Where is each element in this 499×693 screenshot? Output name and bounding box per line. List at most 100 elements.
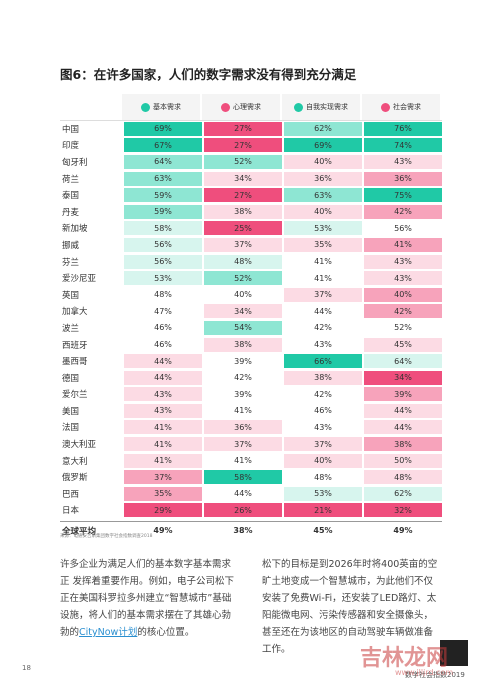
- table-row: 意大利 41% 41% 40% 50%: [60, 453, 442, 470]
- table-row: 荷兰 63% 34% 36% 36%: [60, 171, 442, 188]
- header-label: 心理需求: [233, 103, 261, 111]
- cell: 37%: [284, 437, 362, 452]
- cell: 36%: [364, 171, 442, 186]
- cell: 42%: [364, 304, 442, 319]
- table-row: 泰国 59% 27% 63% 75%: [60, 187, 442, 204]
- cell: 74%: [364, 138, 442, 153]
- icon: [381, 102, 390, 112]
- cell: 41%: [284, 254, 362, 269]
- link[interactable]: CityNow计划: [79, 627, 138, 638]
- cell: 44%: [284, 304, 362, 319]
- country: 荷兰: [62, 174, 80, 185]
- header-label: 社会需求: [393, 103, 421, 111]
- cell: 32%: [364, 503, 442, 518]
- cell: 29%: [124, 503, 202, 518]
- cell: 44%: [124, 354, 202, 369]
- country: 爱沙尼亚: [62, 274, 97, 285]
- header-row: 基本需求 心理需求 自我实现需求 社会需求: [60, 94, 442, 121]
- cell: 76%: [364, 121, 442, 136]
- cell: 40%: [284, 204, 362, 219]
- cell: 39%: [364, 387, 442, 402]
- source: 来源：电通安吉斯集团数字社会指数调查2018: [60, 534, 153, 539]
- cell: 67%: [124, 138, 202, 153]
- cell: 63%: [124, 171, 202, 186]
- icon: [221, 102, 230, 112]
- cell: 64%: [124, 154, 202, 169]
- country: 中国: [62, 124, 80, 135]
- cell: 40%: [284, 154, 362, 169]
- cell: 50%: [364, 453, 442, 468]
- table-row: 爱沙尼亚 53% 52% 41% 43%: [60, 270, 442, 287]
- country: 芬兰: [62, 257, 80, 268]
- cell: 21%: [284, 503, 362, 518]
- column-header: 社会需求: [362, 94, 440, 120]
- country: 巴西: [62, 489, 80, 500]
- table-row: 法国 41% 36% 43% 44%: [60, 420, 442, 437]
- country: 丹麦: [62, 207, 80, 218]
- cell: 56%: [364, 221, 442, 236]
- cell: 48%: [124, 287, 202, 302]
- cell: 41%: [124, 420, 202, 435]
- text: 的核心位置。: [137, 627, 195, 638]
- cell: 35%: [284, 237, 362, 252]
- table-row: 新加坡 58% 25% 53% 56%: [60, 221, 442, 238]
- cell: 49%: [364, 523, 442, 538]
- table-row: 墨西哥 44% 39% 66% 64%: [60, 353, 442, 370]
- cell: 46%: [124, 337, 202, 352]
- cell: 41%: [204, 453, 282, 468]
- country: 全球平均: [60, 524, 122, 537]
- table-row: 俄罗斯 37% 58% 48% 48%: [60, 469, 442, 487]
- cell: 45%: [284, 523, 362, 538]
- cell: 43%: [284, 337, 362, 352]
- table-row: 澳大利亚 41% 37% 37% 38%: [60, 436, 442, 453]
- table-row: 印度 67% 27% 69% 74%: [60, 138, 442, 155]
- table: 基本需求 心理需求 自我实现需求 社会需求 中国 69% 27% 62% 76% 印度 67% 27%…: [60, 94, 442, 541]
- cell: 36%: [204, 420, 282, 435]
- table-row: 匈牙利 64% 52% 40% 43%: [60, 154, 442, 171]
- table-row: 英国 48% 40% 37% 40%: [60, 287, 442, 304]
- country: 法国: [62, 423, 80, 434]
- cell: 75%: [364, 188, 442, 203]
- table-row: 德国 44% 42% 38% 34%: [60, 370, 442, 387]
- table-row: 爱尔兰 43% 39% 42% 39%: [60, 387, 442, 404]
- paragraph: 许多企业为满足人们的基本数字基本需求正 发挥着重要作用。例如，电子公司松下正在美…: [60, 556, 240, 641]
- country: 爱尔兰: [62, 390, 88, 401]
- icon: [141, 102, 150, 112]
- watermark: 吉林龙网: [360, 646, 449, 671]
- cell: 42%: [284, 320, 362, 335]
- cell: 37%: [284, 287, 362, 302]
- header-label: 基本需求: [153, 103, 181, 111]
- cell: 43%: [364, 271, 442, 286]
- country: 俄罗斯: [62, 473, 88, 484]
- country: 西班牙: [62, 340, 88, 351]
- cell: 34%: [204, 171, 282, 186]
- cell: 27%: [204, 121, 282, 136]
- cell: 41%: [364, 237, 442, 252]
- cell: 27%: [204, 188, 282, 203]
- cell: 58%: [124, 221, 202, 236]
- cell: 38%: [204, 337, 282, 352]
- country: 泰国: [62, 191, 80, 202]
- cell: 38%: [204, 523, 282, 538]
- cell: 34%: [364, 370, 442, 385]
- table-row: 芬兰 56% 48% 41% 43%: [60, 254, 442, 271]
- cell: 37%: [204, 437, 282, 452]
- paragraph: 松下的目标是到2026年时将400英亩的空旷土地变成一个智慧城市，为此他们不仅安…: [262, 559, 438, 655]
- column-header: 基本需求: [122, 94, 200, 120]
- cell: 41%: [284, 271, 362, 286]
- cell: 44%: [124, 370, 202, 385]
- country: 澳大利亚: [62, 440, 97, 451]
- header-blank: [60, 94, 120, 120]
- cell: 38%: [204, 204, 282, 219]
- cell: 41%: [124, 437, 202, 452]
- table-row: 美国 43% 41% 46% 44%: [60, 403, 442, 420]
- cell: 34%: [204, 304, 282, 319]
- cell: 48%: [284, 470, 362, 485]
- cell: 38%: [284, 370, 362, 385]
- country: 新加坡: [62, 224, 88, 235]
- cell: 54%: [204, 320, 282, 335]
- cell: 27%: [204, 138, 282, 153]
- country: 墨西哥: [62, 357, 88, 368]
- cell: 62%: [364, 486, 442, 501]
- footer-title: 数字社会指数2019: [405, 671, 465, 679]
